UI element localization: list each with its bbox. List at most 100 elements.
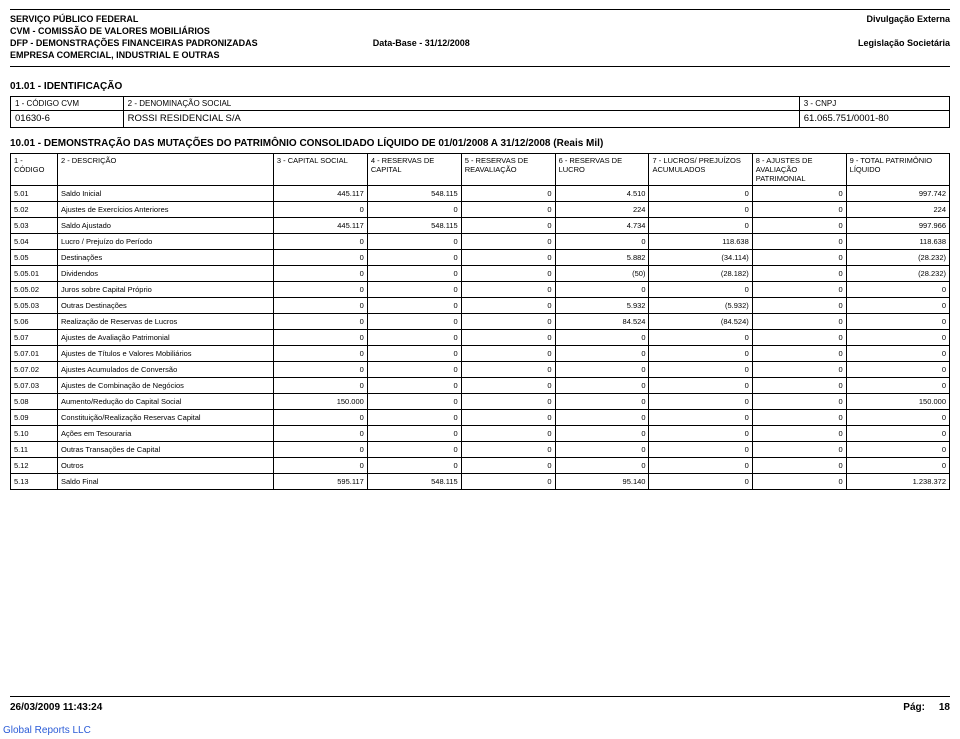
- row-code: 5.07: [11, 329, 58, 345]
- row-value: 0: [752, 409, 846, 425]
- row-code: 5.05: [11, 249, 58, 265]
- id-header-code: 1 - CÓDIGO CVM: [11, 96, 124, 110]
- row-value: 4.734: [555, 217, 649, 233]
- row-value: 0: [367, 377, 461, 393]
- row-value: 0: [846, 425, 949, 441]
- table-row: 5.04Lucro / Prejuízo do Período0000118.6…: [11, 233, 950, 249]
- row-code: 5.04: [11, 233, 58, 249]
- row-value: 118.638: [846, 233, 949, 249]
- row-value: 0: [752, 345, 846, 361]
- row-value: 84.524: [555, 313, 649, 329]
- row-value: 118.638: [649, 233, 752, 249]
- footer-page-label: Pág:: [903, 702, 925, 713]
- row-code: 5.02: [11, 201, 58, 217]
- table-row: 5.09Constituição/Realização Reservas Cap…: [11, 409, 950, 425]
- row-value: 95.140: [555, 473, 649, 489]
- row-value: 0: [367, 329, 461, 345]
- row-value: 0: [846, 345, 949, 361]
- row-value: 0: [461, 249, 555, 265]
- table-row: 5.10Ações em Tesouraria0000000: [11, 425, 950, 441]
- table-row: 5.07.02Ajustes Acumulados de Conversão00…: [11, 361, 950, 377]
- table-row: 5.02Ajustes de Exercícios Anteriores0002…: [11, 201, 950, 217]
- row-value: (28.182): [649, 265, 752, 281]
- row-code: 5.08: [11, 393, 58, 409]
- row-value: 0: [461, 217, 555, 233]
- row-desc: Saldo Ajustado: [57, 217, 273, 233]
- row-value: 0: [846, 297, 949, 313]
- row-value: 0: [649, 409, 752, 425]
- col-header: 3 - CAPITAL SOCIAL: [273, 153, 367, 185]
- row-value: 0: [649, 473, 752, 489]
- row-value: 0: [846, 281, 949, 297]
- row-value: 0: [367, 361, 461, 377]
- header-line-2: CVM - COMISSÃO DE VALORES MOBILIÁRIOS: [10, 25, 470, 37]
- row-value: 0: [649, 345, 752, 361]
- row-value: 0: [555, 281, 649, 297]
- row-desc: Ajustes de Exercícios Anteriores: [57, 201, 273, 217]
- table-row: 5.01Saldo Inicial445.117548.11504.510009…: [11, 185, 950, 201]
- row-value: (34.114): [649, 249, 752, 265]
- table-row: 5.07.01Ajustes de Títulos e Valores Mobi…: [11, 345, 950, 361]
- row-value: 0: [846, 361, 949, 377]
- row-desc: Ajustes de Títulos e Valores Mobiliários: [57, 345, 273, 361]
- row-value: 0: [846, 377, 949, 393]
- row-value: 0: [752, 425, 846, 441]
- header-line-1: SERVIÇO PÚBLICO FEDERAL: [10, 13, 470, 25]
- row-code: 5.05.03: [11, 297, 58, 313]
- row-desc: Saldo Inicial: [57, 185, 273, 201]
- row-value: 0: [649, 361, 752, 377]
- row-value: 0: [649, 217, 752, 233]
- row-value: 0: [461, 201, 555, 217]
- row-desc: Aumento/Redução do Capital Social: [57, 393, 273, 409]
- mutations-table: 1 - CÓDIGO2 - DESCRIÇÃO3 - CAPITAL SOCIA…: [10, 153, 950, 490]
- row-value: 0: [752, 281, 846, 297]
- row-code: 5.05.02: [11, 281, 58, 297]
- row-code: 5.10: [11, 425, 58, 441]
- row-desc: Ações em Tesouraria: [57, 425, 273, 441]
- row-value: 0: [752, 313, 846, 329]
- row-value: 5.932: [555, 297, 649, 313]
- row-value: 0: [367, 425, 461, 441]
- row-code: 5.12: [11, 457, 58, 473]
- row-value: 0: [846, 329, 949, 345]
- row-value: 0: [273, 361, 367, 377]
- row-value: 0: [273, 233, 367, 249]
- header-right-2: Legislação Societária: [858, 37, 950, 49]
- col-header: 6 - RESERVAS DE LUCRO: [555, 153, 649, 185]
- table-row: 5.12Outros0000000: [11, 457, 950, 473]
- row-value: 0: [461, 185, 555, 201]
- row-value: (5.932): [649, 297, 752, 313]
- row-value: 0: [555, 425, 649, 441]
- row-value: 0: [846, 313, 949, 329]
- row-value: 0: [461, 457, 555, 473]
- row-value: 0: [367, 201, 461, 217]
- table-row: 5.11Outras Transações de Capital0000000: [11, 441, 950, 457]
- row-desc: Destinações: [57, 249, 273, 265]
- row-value: 0: [273, 313, 367, 329]
- row-value: 0: [752, 233, 846, 249]
- row-value: 0: [367, 281, 461, 297]
- row-value: 0: [846, 441, 949, 457]
- row-value: 0: [367, 409, 461, 425]
- row-value: 0: [752, 185, 846, 201]
- col-header: 1 - CÓDIGO: [11, 153, 58, 185]
- row-value: 5.882: [555, 249, 649, 265]
- row-value: 4.510: [555, 185, 649, 201]
- row-value: 0: [273, 425, 367, 441]
- table-row: 5.05.02Juros sobre Capital Próprio000000…: [11, 281, 950, 297]
- table-row: 5.07.03Ajustes de Combinação de Negócios…: [11, 377, 950, 393]
- row-value: 0: [752, 217, 846, 233]
- row-value: 0: [555, 233, 649, 249]
- row-value: 0: [649, 281, 752, 297]
- row-value: 0: [649, 377, 752, 393]
- row-code: 5.07.02: [11, 361, 58, 377]
- row-value: 224: [555, 201, 649, 217]
- row-value: 0: [273, 249, 367, 265]
- row-value: 224: [846, 201, 949, 217]
- row-code: 5.11: [11, 441, 58, 457]
- row-value: 0: [555, 361, 649, 377]
- footer-rule: [10, 696, 950, 697]
- footer-timestamp: 26/03/2009 11:43:24: [10, 702, 102, 713]
- row-value: 0: [846, 457, 949, 473]
- row-value: 0: [367, 233, 461, 249]
